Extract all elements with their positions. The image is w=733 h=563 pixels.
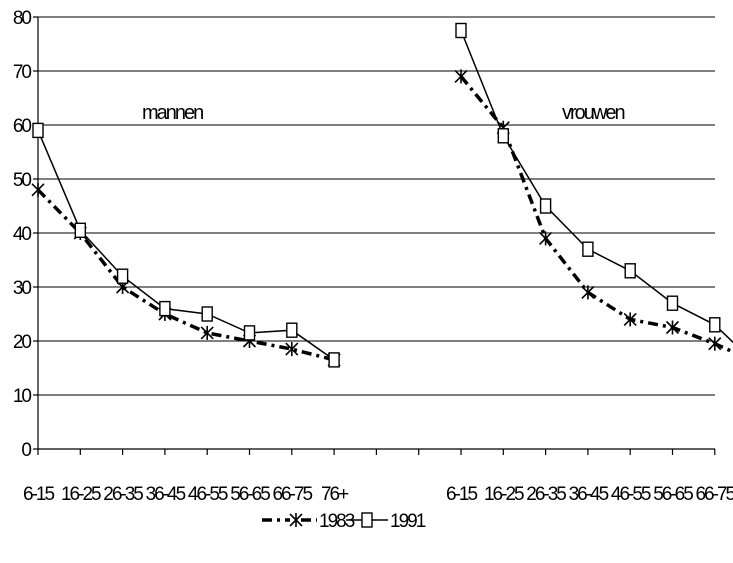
point-1991 xyxy=(201,306,213,322)
y-tick-label: 70 xyxy=(13,62,32,83)
point-1991 xyxy=(74,222,87,239)
series-line-1983-mannen xyxy=(36,188,335,362)
point-1991 xyxy=(582,241,594,257)
x-tick-label: 6-15 xyxy=(446,484,477,505)
x-tick-label: 16-25 xyxy=(61,484,101,505)
x-tick-label: 26-35 xyxy=(526,484,566,505)
x-tick-label: 46-55 xyxy=(188,484,228,505)
x-tick-label: 66-75 xyxy=(695,484,733,505)
x-tick-label: 26-35 xyxy=(103,484,143,505)
point-1991 xyxy=(116,268,129,284)
y-tick-label: 40 xyxy=(13,224,32,245)
legend-label-1983: 1983 xyxy=(319,511,355,532)
point-1983 xyxy=(31,182,45,197)
series-line-1991-mannen xyxy=(37,130,335,361)
y-tick-label: 60 xyxy=(13,116,32,137)
annotation-vrouwen: vrouwen xyxy=(562,102,624,124)
point-1983 xyxy=(539,231,553,246)
x-tick-label: 46-55 xyxy=(611,484,651,505)
point-1983 xyxy=(665,320,680,335)
x-tick-label: 16-25 xyxy=(484,484,524,505)
gridlines xyxy=(38,16,715,396)
x-tick-label: 76+ xyxy=(321,484,349,505)
point-1991 xyxy=(666,295,679,311)
series xyxy=(31,22,733,368)
legend-label-1991: 1991 xyxy=(390,511,426,532)
legend-asterisk-1983 xyxy=(289,513,303,527)
legend-square-1991 xyxy=(361,512,373,528)
annotation-mannen: mannen xyxy=(142,102,203,124)
legend-marker-1991 xyxy=(361,512,373,528)
point-1983 xyxy=(581,285,595,300)
point-1991 xyxy=(497,128,509,144)
point-1991 xyxy=(455,22,467,39)
y-tick-label: 50 xyxy=(13,170,32,191)
y-tick-label: 10 xyxy=(13,386,32,407)
y-tick-label: 80 xyxy=(13,8,32,29)
point-1991 xyxy=(328,352,340,368)
point-1991 xyxy=(624,263,636,279)
series-line-1991-vrouwen xyxy=(460,30,733,344)
y-tick-label: 20 xyxy=(13,332,32,353)
x-tick-label: 66-75 xyxy=(272,484,312,505)
point-1983 xyxy=(285,342,299,357)
x-tick-label: 36-45 xyxy=(146,484,186,505)
axes xyxy=(33,16,716,455)
y-tick-labels: 0 10 20 30 40 50 60 70 80 xyxy=(13,8,34,461)
point-1991 xyxy=(709,317,721,333)
y-tick-label: 0 xyxy=(21,440,31,461)
annotations: mannen vrouwen xyxy=(142,102,626,124)
x-tick-labels: 6-15 16-25 26-35 36-45 46-55 56-65 66-75 76+ 6-1… xyxy=(23,484,733,505)
x-tick-label: 36-45 xyxy=(569,484,609,505)
point-1991 xyxy=(286,322,298,338)
point-1983 xyxy=(623,312,637,327)
x-tick-label: 6-15 xyxy=(23,484,54,505)
point-1991 xyxy=(243,325,256,341)
point-1991 xyxy=(539,198,552,214)
legend: 1983 1991 xyxy=(262,511,428,532)
point-1991 xyxy=(32,122,44,139)
legend-marker-1983 xyxy=(289,513,303,527)
point-1991 xyxy=(159,300,171,317)
point-1983 xyxy=(708,336,722,351)
x-tick-label: 56-65 xyxy=(653,484,693,505)
point-1983 xyxy=(200,325,214,340)
y-tick-label: 30 xyxy=(13,278,32,299)
point-1983 xyxy=(454,69,468,84)
x-tick-label: 56-65 xyxy=(230,484,270,505)
